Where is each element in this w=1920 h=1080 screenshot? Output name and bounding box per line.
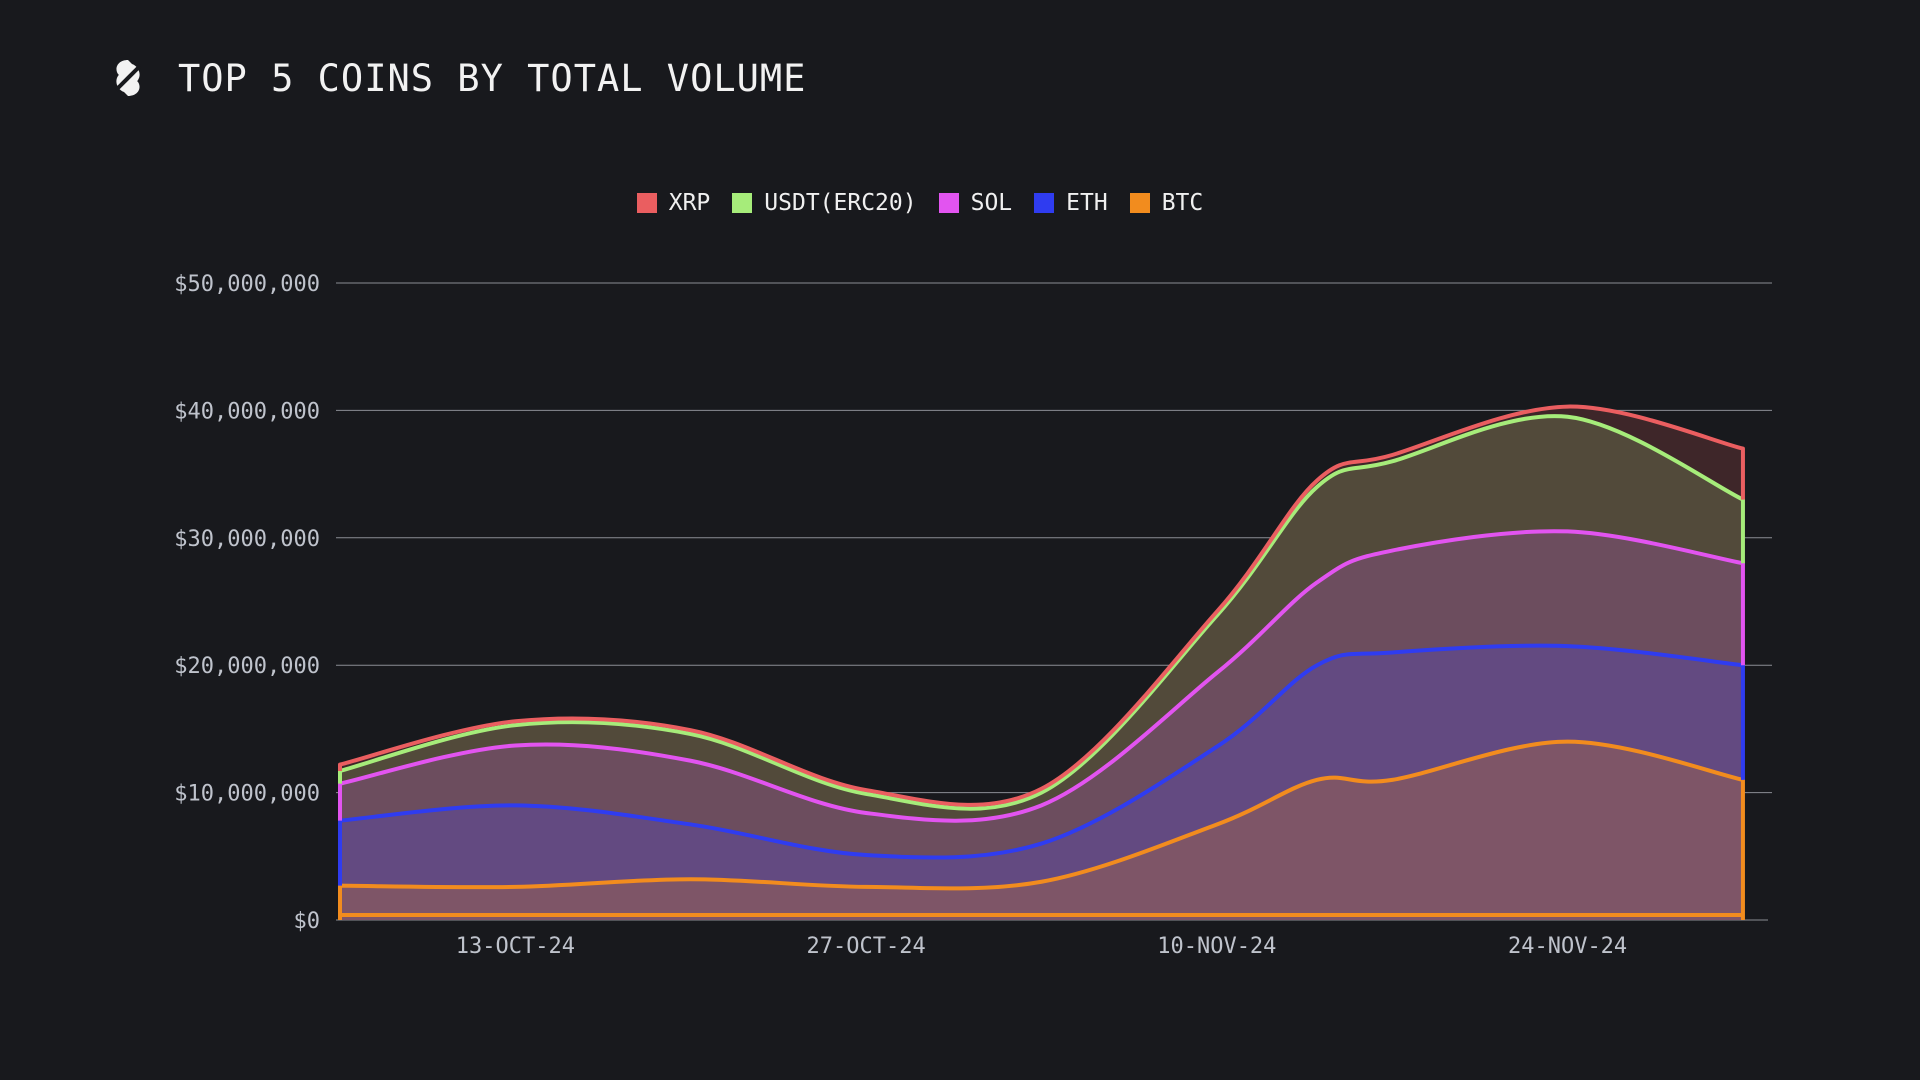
y-tick-label: $50,000,000 xyxy=(174,272,320,297)
legend-item-btc[interactable]: BTC xyxy=(1129,190,1204,216)
x-tick-label: 13-OCT-24 xyxy=(456,934,575,959)
legend-label: XRP xyxy=(668,190,711,216)
y-tick-label: $30,000,000 xyxy=(174,527,320,552)
series-areas xyxy=(340,406,1743,920)
y-tick-label: $0 xyxy=(294,909,321,934)
chart-header: TOP 5 COINS BY TOTAL VOLUME xyxy=(112,56,806,100)
line-xrp xyxy=(338,404,1745,807)
line-btc xyxy=(338,739,1745,920)
legend-item-usdt-erc20-[interactable]: USDT(ERC20) xyxy=(732,190,917,216)
chart-title: TOP 5 COINS BY TOTAL VOLUME xyxy=(178,56,807,100)
y-tick-label: $10,000,000 xyxy=(174,782,320,807)
legend-swatch xyxy=(636,193,657,213)
chart-legend: XRP USDT(ERC20) SOL ETH BTC xyxy=(0,190,1880,216)
line-sol xyxy=(338,529,1745,823)
area-sol xyxy=(340,531,1743,858)
y-tick-label: $40,000,000 xyxy=(174,399,320,424)
area-eth xyxy=(340,645,1743,889)
brand-s-logo-icon xyxy=(114,60,142,96)
legend-item-eth[interactable]: ETH xyxy=(1034,190,1108,216)
area-btc xyxy=(340,741,1743,920)
series-lines xyxy=(338,404,1745,920)
x-tick-label: 27-OCT-24 xyxy=(806,934,925,959)
line-usdt-erc20- xyxy=(338,414,1745,811)
legend-item-sol[interactable]: SOL xyxy=(938,190,1013,216)
legend-label: ETH xyxy=(1066,190,1108,216)
line-eth xyxy=(338,643,1745,886)
x-tick-label: 24-NOV-24 xyxy=(1508,934,1627,959)
legend-swatch xyxy=(1034,193,1055,213)
y-axis: $0 $10,000,000 $20,000,000 $30,000,000 $40,0… xyxy=(174,272,320,934)
y-tick-label: $20,000,000 xyxy=(174,654,320,679)
area-usdt-erc20- xyxy=(340,416,1743,821)
x-tick-label: 10-NOV-24 xyxy=(1157,934,1276,959)
x-axis: 13-OCT-24 27-OCT-24 10-NOV-24 24-NOV-24 xyxy=(456,934,1627,959)
legend-label: USDT(ERC20) xyxy=(764,190,917,216)
legend-label: SOL xyxy=(970,190,1013,216)
legend-item-xrp[interactable]: XRP xyxy=(636,190,711,216)
legend-swatch xyxy=(938,193,959,213)
legend-swatch xyxy=(1129,193,1150,213)
legend-label: BTC xyxy=(1161,190,1204,216)
legend-swatch xyxy=(732,193,753,213)
